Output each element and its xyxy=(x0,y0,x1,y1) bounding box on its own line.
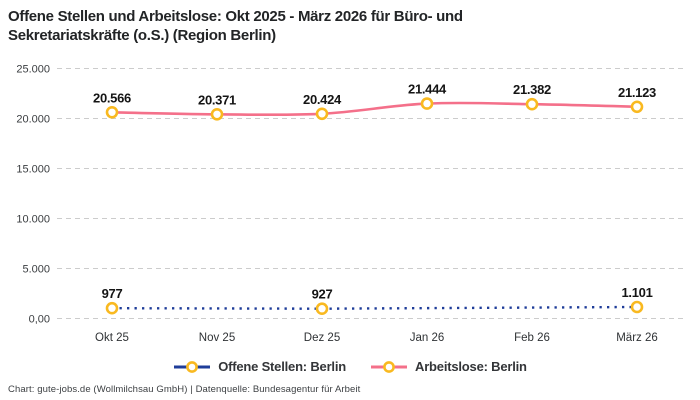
chart-legend: Offene Stellen: Berlin Arbeitslose: Berli… xyxy=(0,359,700,374)
x-axis-label: Okt 25 xyxy=(95,332,129,344)
x-axis-label: März 26 xyxy=(616,332,658,344)
chart-attribution: Chart: gute-jobs.de (Wollmilchsau GmbH) … xyxy=(8,384,361,395)
data-point-marker-offene-stellen-berlin[interactable] xyxy=(105,301,119,315)
data-point-marker-arbeitslose-berlin[interactable] xyxy=(525,97,539,111)
data-point-marker-arbeitslose-berlin[interactable] xyxy=(315,107,329,121)
legend-label: Offene Stellen: Berlin xyxy=(218,359,346,374)
data-point-label: 20.424 xyxy=(303,92,342,107)
legend-label: Arbeitslose: Berlin xyxy=(415,359,527,374)
data-point-label: 21.444 xyxy=(408,82,447,97)
data-point-marker-offene-stellen-berlin[interactable] xyxy=(630,300,644,314)
x-axis-label: Feb 26 xyxy=(514,332,550,344)
data-point-label: 20.566 xyxy=(93,90,131,105)
y-axis-tick-label: 0,00 xyxy=(29,314,50,326)
y-axis-tick-label: 15.000 xyxy=(16,164,50,176)
legend-item-offene-stellen-berlin[interactable]: Offene Stellen: Berlin xyxy=(173,359,346,374)
data-point-label: 927 xyxy=(312,287,333,302)
x-axis-label: Jan 26 xyxy=(410,332,445,344)
data-point-label: 1.101 xyxy=(621,285,652,300)
legend-item-arbeitslose-berlin[interactable]: Arbeitslose: Berlin xyxy=(370,359,527,374)
data-point-marker-arbeitslose-berlin[interactable] xyxy=(630,100,644,114)
y-axis-tick-label: 5.000 xyxy=(22,264,50,276)
data-point-label: 21.382 xyxy=(513,82,551,97)
legend-swatch-arbeitslose-berlin xyxy=(371,360,407,373)
x-axis-label: Nov 25 xyxy=(199,332,235,344)
y-axis-tick-label: 25.000 xyxy=(16,64,50,76)
series-line-arbeitslose-berlin xyxy=(111,101,638,117)
x-axis-label: Dez 25 xyxy=(304,332,340,344)
chart-title: Offene Stellen und Arbeitslose: Okt 2025… xyxy=(8,8,463,45)
data-point-marker-arbeitslose-berlin[interactable] xyxy=(210,108,224,121)
data-point-label: 21.123 xyxy=(618,85,656,100)
data-point-label: 977 xyxy=(102,286,123,301)
y-axis-tick-label: 10.000 xyxy=(16,214,50,226)
data-point-marker-arbeitslose-berlin[interactable] xyxy=(420,97,434,110)
data-point-marker-offene-stellen-berlin[interactable] xyxy=(315,302,329,316)
data-point-label: 20.371 xyxy=(198,92,236,107)
data-point-marker-arbeitslose-berlin[interactable] xyxy=(105,106,119,119)
series-line-offene-stellen-berlin xyxy=(111,305,638,310)
y-axis-tick-label: 20.000 xyxy=(16,114,50,126)
legend-swatch-offene-stellen-berlin xyxy=(174,360,211,373)
